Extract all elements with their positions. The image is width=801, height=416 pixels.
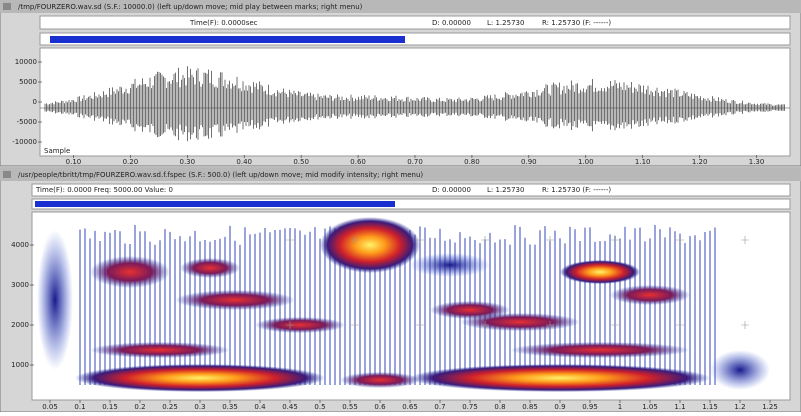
formant-band — [430, 301, 510, 319]
window-menu-button[interactable] — [3, 171, 11, 178]
y-tick-label: 3000 — [11, 281, 29, 289]
x-tick-label: 0.80 — [464, 158, 480, 166]
formant-band — [90, 342, 230, 358]
scroll-thumb[interactable] — [50, 36, 405, 43]
formant-band — [37, 230, 73, 370]
y-tick-label: 5000 — [19, 78, 37, 86]
y-tick-label: -10000 — [12, 138, 37, 146]
x-tick-label: 0.75 — [462, 403, 478, 411]
formant-band — [510, 342, 690, 358]
x-tick-label: 0.40 — [236, 158, 252, 166]
x-tick-label: 0.70 — [407, 158, 423, 166]
scroll-thumb[interactable] — [35, 201, 395, 207]
y-tick-label: 10000 — [15, 58, 37, 66]
x-tick-label: 0.5 — [314, 403, 325, 411]
x-tick-label: 0.45 — [282, 403, 298, 411]
x-tick-label: 1.1 — [674, 403, 685, 411]
x-tick-label: 0.9 — [554, 403, 565, 411]
status-bar — [40, 16, 790, 29]
formant-band — [560, 260, 640, 284]
y-tick-label: 2000 — [11, 321, 29, 329]
x-tick-label: 0.6 — [374, 403, 386, 411]
x-tick-label: 1 — [618, 403, 622, 411]
x-tick-label: 1.20 — [692, 158, 708, 166]
formant-band — [410, 253, 490, 277]
formant-band — [610, 285, 690, 305]
x-tick-label: 0.55 — [342, 403, 358, 411]
status-l: L: 1.25730 — [487, 186, 524, 194]
x-tick-label: 0.50 — [293, 158, 309, 166]
window-title: /tmp/FOURZERO.wav.sd (S.F.: 10000.0) (le… — [18, 3, 363, 11]
x-tick-label: 1.00 — [578, 158, 594, 166]
x-tick-label: 1.2 — [734, 403, 745, 411]
y-tick-label: -5000 — [17, 118, 37, 126]
x-tick-label: 0.85 — [522, 403, 538, 411]
x-tick-label: 0.8 — [494, 403, 505, 411]
x-tick-label: 0.25 — [162, 403, 178, 411]
x-tick-label: 1.30 — [749, 158, 765, 166]
status-time: Time(F): 0.0000sec — [189, 19, 258, 27]
x-tick-label: 0.4 — [254, 403, 266, 411]
status-l: L: 1.25730 — [487, 19, 524, 27]
formant-band — [75, 364, 325, 392]
status-d: D: 0.00000 — [432, 186, 471, 194]
y-tick-label: 4000 — [11, 241, 29, 249]
x-tick-label: 0.30 — [180, 158, 196, 166]
window-title: /usr/people/tbritt/tmp/FOURZERO.wav.sd.f… — [18, 171, 423, 179]
screen: /tmp/FOURZERO.wav.sd (S.F.: 10000.0) (le… — [0, 0, 801, 412]
x-tick-label: 0.1 — [74, 403, 85, 411]
x-tick-label: 1.25 — [762, 403, 778, 411]
formant-band — [410, 364, 710, 392]
formant-band — [320, 217, 420, 273]
x-tick-label: 0.90 — [521, 158, 537, 166]
formant-band — [90, 256, 170, 288]
formant-band — [180, 258, 240, 278]
waveform-plot — [40, 48, 790, 156]
y-tick-label: 0 — [33, 98, 37, 106]
x-tick-label: 0.95 — [582, 403, 598, 411]
x-tick-label: 1.05 — [642, 403, 658, 411]
x-tick-label: 0.05 — [42, 403, 58, 411]
y-tick-label: 1000 — [11, 361, 29, 369]
formant-band — [255, 317, 345, 333]
status-r: R: 1.25730 (F: ------) — [542, 186, 611, 194]
x-tick-label: 0.10 — [66, 158, 82, 166]
x-tick-label: 1.10 — [635, 158, 651, 166]
x-tick-label: 1.15 — [702, 403, 718, 411]
x-tick-label: 0.65 — [402, 403, 418, 411]
window-menu-button[interactable] — [3, 3, 11, 10]
x-tick-label: 0.2 — [134, 403, 145, 411]
x-tick-label: 0.3 — [194, 403, 205, 411]
formant-band — [340, 372, 420, 388]
formant-band — [175, 290, 295, 310]
x-tick-label: 0.20 — [123, 158, 139, 166]
formant-band — [710, 350, 770, 390]
corner-label: Sample — [44, 147, 70, 155]
status-time: Time(F): 0.0000 Freq: 5000.00 Value: 0 — [35, 186, 173, 194]
status-d: D: 0.00000 — [432, 19, 471, 27]
x-tick-label: 0.15 — [102, 403, 118, 411]
x-tick-label: 0.7 — [434, 403, 445, 411]
status-r: R: 1.25730 (F: ------) — [542, 19, 611, 27]
x-tick-label: 0.35 — [222, 403, 238, 411]
x-tick-label: 0.60 — [350, 158, 366, 166]
